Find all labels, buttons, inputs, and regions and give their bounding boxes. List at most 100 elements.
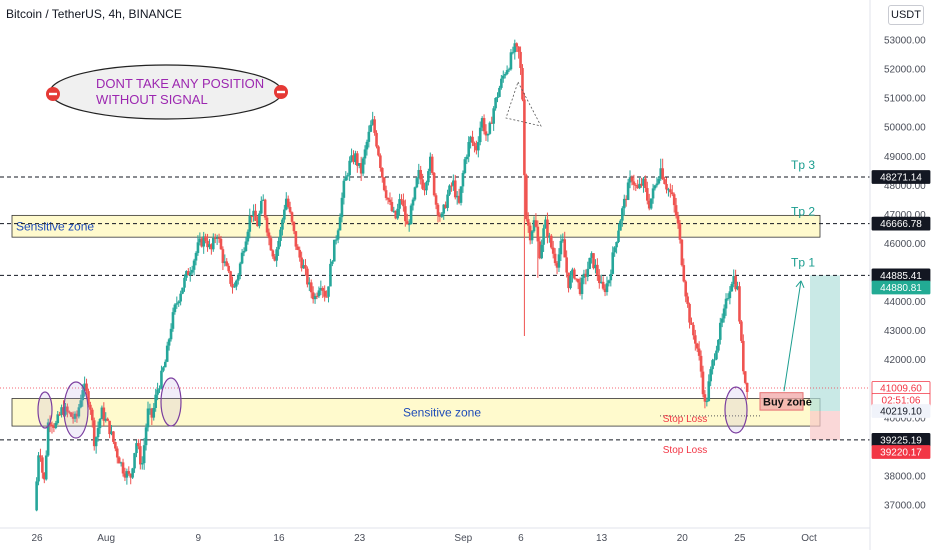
- price-tag: 44880.81: [871, 280, 931, 295]
- price-tag-label: 44885.41: [880, 271, 922, 282]
- candle-body: [611, 252, 615, 274]
- candle-body: [261, 199, 265, 201]
- candle-body: [501, 75, 505, 79]
- candle-body: [713, 359, 716, 361]
- candle-body: [394, 210, 398, 219]
- price-tag: 40219.10: [871, 404, 931, 418]
- candle-body: [409, 205, 413, 225]
- candle-body: [338, 217, 342, 231]
- candle-body: [505, 70, 509, 75]
- candle-body: [375, 132, 378, 147]
- candle-body: [171, 312, 175, 329]
- highlight-ellipse: [160, 377, 182, 427]
- candle-body: [525, 175, 528, 220]
- candle-body: [112, 431, 115, 442]
- candle-body: [41, 457, 44, 473]
- candle-body: [342, 180, 346, 198]
- candle-body: [711, 360, 714, 370]
- currency-button[interactable]: USDT: [888, 5, 924, 25]
- price-tag-label: 46666.78: [880, 219, 922, 230]
- candle-body: [498, 87, 501, 97]
- candle-body: [185, 271, 188, 278]
- candle-body: [646, 188, 649, 201]
- candle-body: [534, 220, 538, 227]
- candle-body: [298, 249, 302, 258]
- candle-body: [296, 246, 300, 250]
- candle-body: [211, 237, 215, 250]
- candle-body: [421, 179, 424, 189]
- candle-body: [231, 283, 234, 288]
- candle-body: [513, 43, 517, 53]
- candle-body: [471, 136, 474, 143]
- candle-body: [703, 394, 707, 402]
- buy-zone-label: Buy zone: [763, 396, 812, 408]
- candle-body: [538, 241, 542, 259]
- candle-body: [442, 204, 446, 214]
- candle-body: [91, 409, 94, 421]
- candle-body: [263, 199, 267, 218]
- candle-body: [688, 303, 691, 323]
- candle-body: [722, 308, 726, 319]
- candle-body: [309, 282, 313, 293]
- candle-body: [701, 371, 705, 395]
- candle-body: [599, 281, 603, 284]
- candle-body: [642, 178, 645, 186]
- candle-body: [453, 180, 457, 198]
- x-tick-label: Oct: [801, 533, 817, 544]
- candle-body: [594, 264, 597, 269]
- candle-body: [578, 282, 582, 295]
- price-tag-bg: [871, 170, 931, 184]
- candle-body: [140, 463, 144, 465]
- candle-body: [52, 426, 56, 428]
- candle-body: [613, 247, 616, 253]
- y-tick-label: 51000.00: [884, 94, 926, 105]
- candle-body: [542, 228, 545, 245]
- candle-body: [129, 473, 133, 478]
- candle-body: [73, 413, 77, 419]
- candle-body: [500, 78, 503, 88]
- x-tick-label: Aug: [97, 533, 115, 544]
- candle-body: [240, 252, 244, 264]
- candle-body: [540, 244, 543, 259]
- candle-body: [609, 273, 613, 281]
- x-tick-label: Sep: [454, 533, 472, 544]
- candle-body: [146, 408, 150, 428]
- candle-body: [419, 169, 422, 180]
- candle-body: [452, 180, 455, 186]
- candle-body: [438, 215, 442, 217]
- candle-body: [123, 473, 127, 478]
- x-tick-label: 13: [596, 533, 608, 544]
- x-tick-label: 9: [196, 533, 202, 544]
- candle-body: [248, 215, 252, 232]
- candle-body: [705, 401, 709, 403]
- sensitive-zone-top-label: Sensitive zone: [16, 219, 94, 233]
- candle-body: [630, 177, 634, 182]
- candle-body: [651, 188, 655, 199]
- candle-body: [58, 414, 61, 416]
- candle-body: [571, 269, 574, 276]
- candle-body: [110, 431, 113, 435]
- stop-loss-1-label: Stop Loss: [663, 414, 707, 425]
- candle-body: [275, 249, 278, 261]
- candle-body: [574, 278, 578, 280]
- candle-body: [400, 199, 403, 201]
- candle-body: [288, 206, 292, 213]
- candle-body: [423, 188, 426, 191]
- candle-body: [279, 229, 282, 241]
- candle-body: [663, 179, 666, 184]
- candle-body: [66, 406, 69, 412]
- candle-body: [736, 286, 739, 290]
- candle-body: [463, 159, 467, 174]
- candle-body: [678, 223, 682, 240]
- candle-body: [684, 281, 688, 297]
- candle-body: [265, 217, 269, 233]
- y-tick-label: 42000.00: [884, 355, 926, 366]
- candle-body: [557, 254, 561, 268]
- price-tag-bg: [871, 445, 931, 459]
- highlight-ellipse: [37, 391, 53, 429]
- candle-body: [494, 98, 497, 109]
- candle-body: [517, 46, 520, 52]
- candle-body: [617, 230, 620, 242]
- candle-body: [173, 304, 177, 313]
